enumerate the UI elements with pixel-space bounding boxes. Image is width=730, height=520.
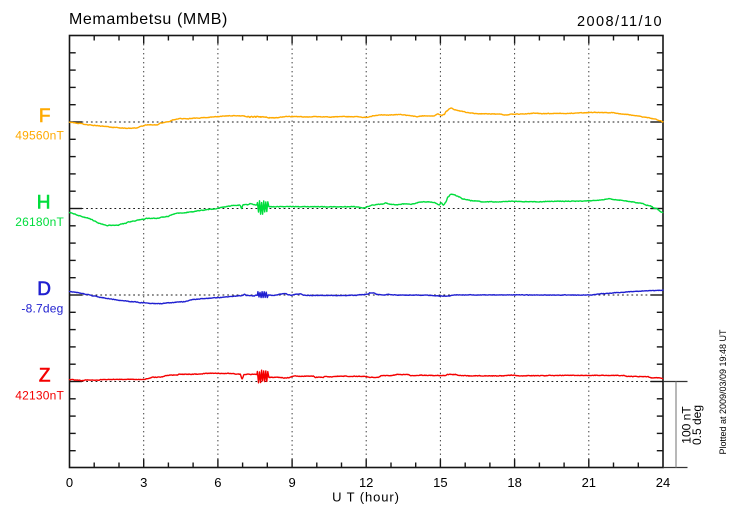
- svg-text:0.5 deg: 0.5 deg: [690, 405, 704, 445]
- svg-text:24: 24: [656, 475, 670, 490]
- svg-text:15: 15: [433, 475, 447, 490]
- svg-text:18: 18: [507, 475, 521, 490]
- svg-text:D: D: [37, 279, 51, 300]
- svg-text:F: F: [39, 106, 51, 127]
- svg-text:3: 3: [140, 475, 147, 490]
- svg-text:Plotted at 2009/03/09 19:48 UT: Plotted at 2009/03/09 19:48 UT: [718, 329, 728, 455]
- svg-text:U T (hour): U T (hour): [332, 490, 400, 505]
- svg-text:H: H: [37, 193, 51, 214]
- svg-text:100 nT: 100 nT: [680, 406, 694, 444]
- svg-text:12: 12: [359, 475, 373, 490]
- svg-text:-8.7deg: -8.7deg: [21, 302, 63, 316]
- svg-text:21: 21: [582, 475, 596, 490]
- svg-text:26180nT: 26180nT: [15, 215, 64, 229]
- svg-text:9: 9: [288, 475, 295, 490]
- svg-text:Memambetsu (MMB): Memambetsu (MMB): [69, 11, 228, 28]
- svg-text:0: 0: [66, 475, 73, 490]
- svg-text:6: 6: [214, 475, 221, 490]
- svg-text:42130nT: 42130nT: [15, 389, 64, 403]
- svg-text:2008/11/10: 2008/11/10: [577, 14, 663, 30]
- svg-text:Z: Z: [39, 366, 51, 387]
- svg-text:49560nT: 49560nT: [15, 129, 64, 143]
